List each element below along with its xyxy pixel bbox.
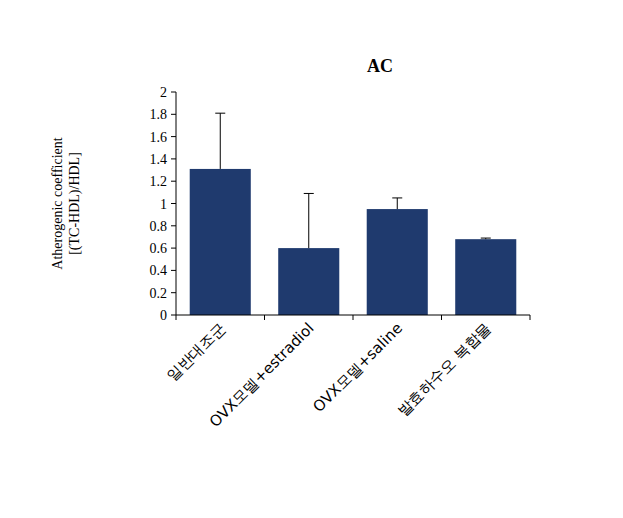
x-tick-label: 발효하수오 복합물 [394, 319, 495, 420]
error-stem [397, 198, 398, 209]
x-tick [176, 315, 177, 320]
bar [190, 169, 251, 315]
bar [278, 248, 339, 315]
y-tick [171, 292, 176, 293]
y-tick-label: 0.6 [150, 241, 168, 256]
y-tick-label: 1.4 [150, 152, 168, 167]
error-cap [215, 113, 225, 114]
x-tick-label: OVX모델+saline [309, 319, 406, 416]
y-tick [171, 158, 176, 159]
y-tick-label: 1.6 [150, 130, 168, 145]
x-tick [353, 315, 354, 320]
x-tick-label: 일반대조군 [163, 319, 229, 385]
bar [455, 239, 516, 315]
error-bar [481, 238, 491, 239]
y-tick-label: 0.8 [150, 219, 168, 234]
y-tick-label: 0.4 [150, 263, 168, 278]
y-tick-label: 1.2 [150, 174, 168, 189]
error-stem [220, 113, 221, 169]
y-tick [171, 248, 176, 249]
y-axis-label-line: [(TC-HDL)/HDL] [67, 152, 83, 255]
y-tick [171, 203, 176, 204]
y-tick [171, 315, 176, 316]
error-bar [392, 198, 402, 209]
y-axis-label: Atherogenic coefficient[(TC-HDL)/HDL] [50, 137, 83, 269]
title: AC [367, 56, 393, 76]
error-cap [304, 193, 314, 194]
y-tick-label: 2 [160, 85, 167, 100]
error-stem [308, 193, 309, 248]
y-tick-label: 0.2 [150, 286, 168, 301]
x-tick [264, 315, 265, 320]
error-cap [392, 197, 402, 198]
y-tick [171, 92, 176, 93]
x-tick [530, 315, 531, 320]
y-tick [171, 136, 176, 137]
y-tick [171, 181, 176, 182]
error-bar [304, 193, 314, 248]
y-axis-label-line: Atherogenic coefficient [50, 137, 65, 269]
y-tick [171, 225, 176, 226]
y-tick-label: 1 [160, 197, 167, 212]
y-tick [171, 114, 176, 115]
chart-svg: AC Atherogenic coefficient[(TC-HDL)/HDL] 0… [0, 0, 623, 518]
y-tick [171, 270, 176, 271]
x-tick [441, 315, 442, 320]
chart-container: AC Atherogenic coefficient[(TC-HDL)/HDL] 0… [0, 0, 623, 518]
error-cap [481, 238, 491, 239]
error-bar [215, 113, 225, 169]
y-tick-label: 1.8 [150, 107, 168, 122]
x-tick-label: OVX모델+estradiol [206, 319, 318, 431]
y-axis [176, 92, 177, 315]
y-tick-label: 0 [160, 308, 167, 323]
bar [367, 209, 428, 315]
bars [190, 113, 517, 315]
